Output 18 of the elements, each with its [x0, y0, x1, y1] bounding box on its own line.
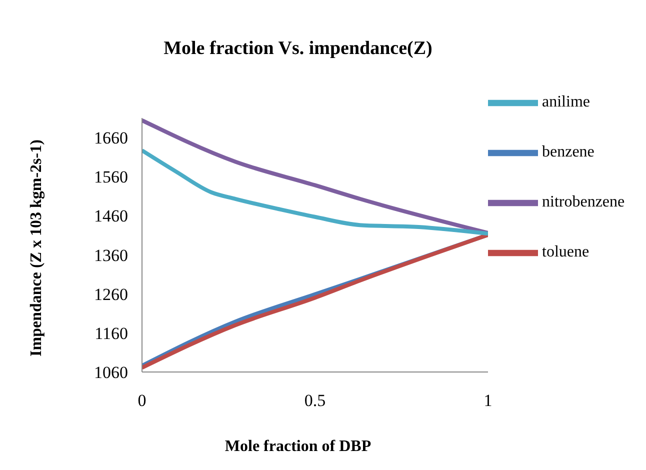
- legend-label: benzene: [542, 144, 594, 161]
- y-tick-label: 1060: [94, 363, 128, 382]
- x-tick-label: 1: [484, 391, 492, 410]
- y-tick-label: 1160: [94, 324, 128, 343]
- line-series: [142, 148, 488, 236]
- chart-title: Mole fraction Vs. impendance(Z): [162, 38, 434, 60]
- legend-label: anilime: [542, 94, 590, 111]
- y-tick-label: 1260: [94, 284, 128, 304]
- legend-label: toluene: [542, 244, 590, 261]
- y-tick-label: 1460: [94, 206, 128, 226]
- y-tick-label: 1660: [94, 128, 128, 148]
- legend-label: nitrobenzene: [542, 194, 625, 211]
- x-tick-label: 0.5: [304, 391, 326, 410]
- x-tick-label: 0: [138, 391, 146, 410]
- x-axis-title: Mole fraction of DBP: [224, 438, 372, 456]
- y-tick-label: 1560: [94, 168, 128, 187]
- y-tick-label: 1360: [94, 246, 128, 265]
- y-axis-title: Impendance (Z x 103 kgm-2s-1): [28, 140, 46, 356]
